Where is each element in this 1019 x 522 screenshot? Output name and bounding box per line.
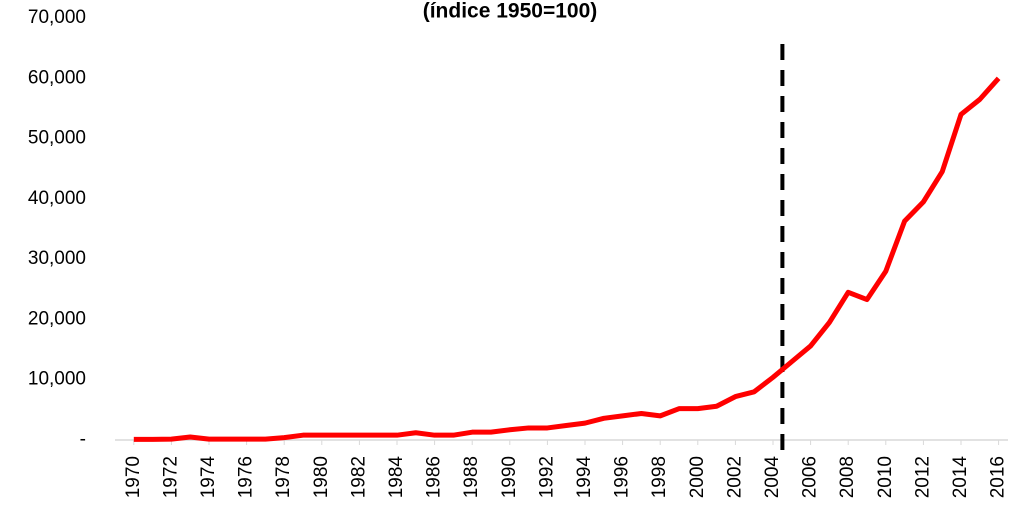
y-tick-label: 70,000 [28,7,86,28]
y-tick-label: - [80,429,86,450]
x-tick-label: 1992 [536,456,557,498]
y-tick-label: 10,000 [28,369,86,390]
y-tick-label: 60,000 [28,67,86,88]
x-tick-label: 1970 [123,456,144,498]
y-tick-label: 30,000 [28,248,86,269]
x-tick-label: 1974 [198,456,219,499]
x-tick-label: 2014 [950,456,971,499]
x-tick-label: 1978 [273,456,294,498]
x-tick-label: 1980 [311,456,332,498]
x-tick-label: 2006 [800,456,821,498]
y-tick-label: 50,000 [28,128,86,149]
x-tick-label: 2012 [912,456,933,498]
x-tick-label: 2010 [875,456,896,498]
x-tick-label: 1988 [461,456,482,498]
y-tick-label: 20,000 [28,308,86,329]
x-tick-label: 2002 [724,456,745,498]
x-tick-label: 1990 [499,456,520,498]
x-tick-label: 2000 [687,456,708,498]
line-series [133,76,1001,442]
x-tick-label: 2008 [837,456,858,498]
y-tick-label: 40,000 [28,188,86,209]
x-tick-label: 2004 [762,456,783,499]
x-tick-label: 2016 [988,456,1009,498]
x-tick-label: 1972 [160,456,181,498]
chart-title: (índice 1950=100) [423,0,598,23]
x-tick-label: 1982 [348,456,369,498]
x-tick-label: 1998 [649,456,670,498]
x-tick-label: 1984 [386,456,407,499]
x-tick-label: 1986 [424,456,445,498]
x-tick-label: 1976 [236,456,257,498]
x-tick-label: 1994 [574,456,595,499]
x-tick-label: 1996 [612,456,633,498]
